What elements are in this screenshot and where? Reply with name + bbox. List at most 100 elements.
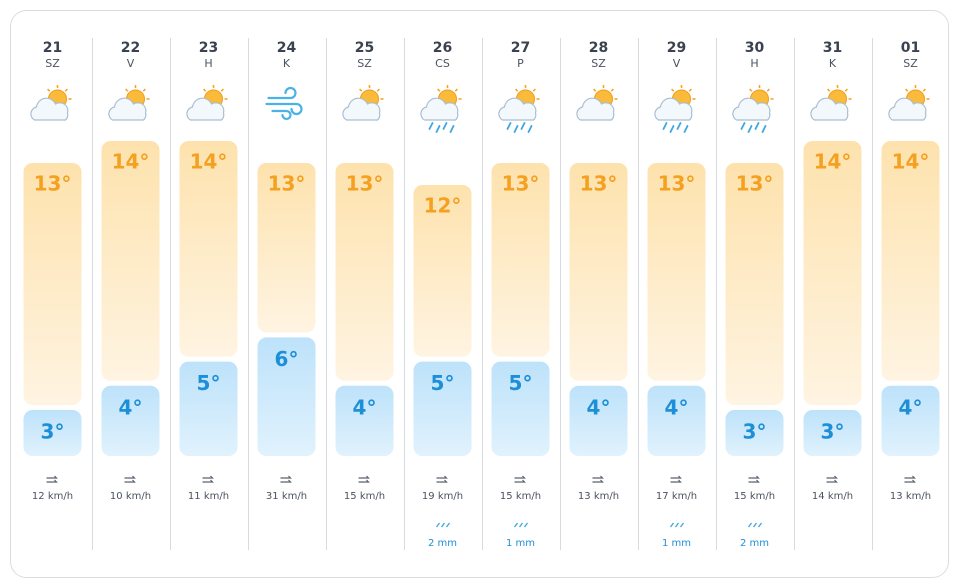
high-temp: 13° bbox=[346, 172, 384, 196]
date: 31 bbox=[823, 40, 842, 56]
sun-ray bbox=[437, 88, 441, 92]
wind-speed: 15 km/h bbox=[734, 491, 775, 502]
date: 24 bbox=[277, 40, 297, 56]
high-temp: 14° bbox=[112, 150, 150, 174]
weekday: H bbox=[750, 57, 758, 70]
date: 23 bbox=[199, 40, 218, 56]
sun-ray bbox=[827, 88, 831, 92]
high-bar bbox=[179, 141, 238, 357]
wind-speed: 31 km/h bbox=[266, 491, 307, 502]
weekday: SZ bbox=[903, 57, 918, 70]
weather-icon bbox=[654, 85, 696, 133]
low-temp: 4° bbox=[119, 395, 143, 419]
sun-ray bbox=[454, 88, 458, 92]
wind-stroke bbox=[265, 102, 303, 116]
wind-icon bbox=[670, 475, 682, 483]
wind-icon bbox=[358, 475, 370, 483]
low-bar bbox=[23, 410, 82, 456]
sun-ray bbox=[671, 88, 675, 92]
sun-ray bbox=[125, 88, 129, 92]
rain-drop bbox=[506, 122, 512, 130]
wind-arrow bbox=[436, 475, 448, 479]
wind-arrow bbox=[202, 479, 214, 483]
wind-arrow bbox=[592, 475, 604, 479]
rain-dash bbox=[523, 522, 529, 528]
rain-dash bbox=[752, 522, 758, 528]
rain-drop bbox=[527, 125, 533, 133]
low-bar bbox=[257, 337, 316, 456]
rain-dash bbox=[747, 522, 753, 528]
low-temp: 3° bbox=[743, 420, 767, 444]
cloud bbox=[654, 97, 693, 121]
wind-icon bbox=[280, 475, 292, 483]
wind-arrow bbox=[358, 475, 370, 479]
rain-drop bbox=[761, 125, 767, 133]
sun-ray bbox=[376, 88, 380, 92]
weather-icon bbox=[342, 85, 384, 121]
low-bar bbox=[101, 385, 160, 456]
wind-speed: 13 km/h bbox=[890, 491, 931, 502]
cloud bbox=[420, 97, 459, 121]
sun-ray bbox=[64, 88, 68, 92]
rain-drop bbox=[442, 122, 448, 130]
rain-dash bbox=[679, 522, 685, 528]
weather-icon bbox=[732, 85, 774, 133]
sun-ray bbox=[359, 88, 363, 92]
high-bar bbox=[569, 163, 628, 381]
card bbox=[10, 10, 949, 578]
sun-ray bbox=[532, 88, 536, 92]
low-bar bbox=[491, 361, 550, 456]
wind-arrow bbox=[592, 479, 604, 483]
low-bar bbox=[647, 385, 706, 456]
rain-icon bbox=[435, 522, 451, 528]
rain-dash bbox=[757, 522, 763, 528]
low-temp: 4° bbox=[899, 395, 923, 419]
weekday: K bbox=[283, 57, 291, 70]
wind-arrow bbox=[280, 475, 292, 479]
cloud bbox=[888, 97, 927, 121]
high-temp: 12° bbox=[424, 194, 462, 218]
rain-drop bbox=[520, 122, 526, 130]
high-temp: 14° bbox=[892, 150, 930, 174]
weekday: SZ bbox=[591, 57, 606, 70]
high-temp: 13° bbox=[580, 172, 618, 196]
rain-drop bbox=[683, 125, 689, 133]
wind-icon bbox=[904, 475, 916, 483]
rain-drop bbox=[513, 125, 519, 133]
sun-ray bbox=[142, 88, 146, 92]
high-temp: 13° bbox=[502, 172, 540, 196]
high-bar bbox=[335, 163, 394, 381]
sun-ray bbox=[47, 88, 51, 92]
wind-speed: 19 km/h bbox=[422, 491, 463, 502]
low-temp: 4° bbox=[587, 395, 611, 419]
cloud bbox=[30, 97, 69, 121]
rain-icon bbox=[747, 522, 763, 528]
sun-ray bbox=[203, 88, 207, 92]
sun-ray bbox=[593, 88, 597, 92]
rain-drop bbox=[428, 122, 434, 130]
high-bar bbox=[257, 163, 316, 333]
high-temp: 13° bbox=[34, 172, 72, 196]
sun-ray bbox=[844, 88, 848, 92]
rain-dash bbox=[669, 522, 675, 528]
wind-speed: 15 km/h bbox=[500, 491, 541, 502]
low-bar bbox=[569, 385, 628, 456]
rain-icon bbox=[513, 522, 529, 528]
wind-arrow bbox=[46, 475, 58, 479]
wind-arrow bbox=[670, 475, 682, 479]
wind-icon bbox=[202, 475, 214, 483]
rain-amount: 1 mm bbox=[506, 538, 535, 549]
high-bar bbox=[491, 163, 550, 357]
rain-drop bbox=[449, 125, 455, 133]
rain-drop bbox=[754, 122, 760, 130]
low-temp: 6° bbox=[275, 347, 299, 371]
wind-arrow bbox=[124, 475, 136, 479]
rain-amount: 2 mm bbox=[740, 538, 769, 549]
wind-stroke bbox=[267, 86, 297, 100]
low-temp: 5° bbox=[509, 371, 533, 395]
high-temp: 14° bbox=[814, 150, 852, 174]
weekday: K bbox=[829, 57, 837, 70]
sun-ray bbox=[749, 88, 753, 92]
wind-arrow bbox=[904, 475, 916, 479]
